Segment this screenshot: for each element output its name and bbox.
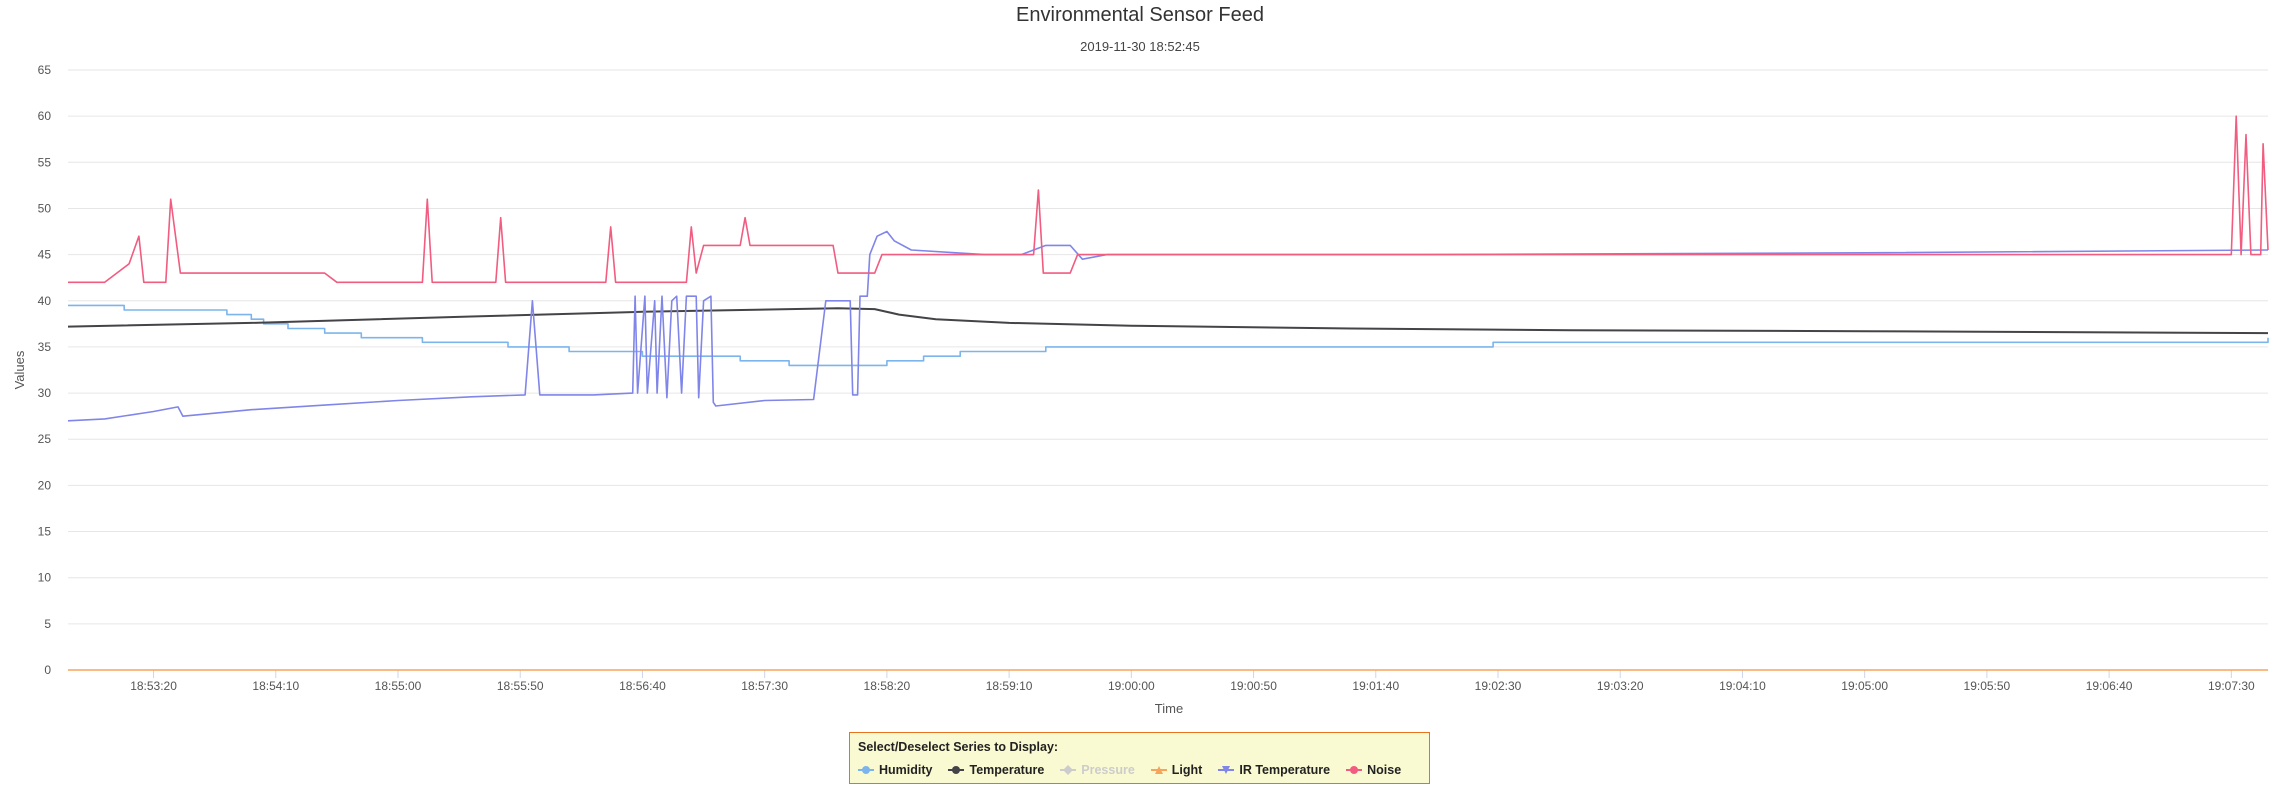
legend-title: Select/Deselect Series to Display:: [858, 740, 1059, 754]
series-lines: [67, 115, 2269, 671]
y-tick-label: 35: [38, 340, 52, 354]
y-tick-label: 40: [38, 294, 52, 308]
x-axis-label: Time: [1155, 701, 1183, 716]
axis-ticks: 0 5 10 15 20 25 30 35 40 45 50 55 60 65 18:53:20 18:54:…: [38, 63, 2268, 693]
y-tick-label: 15: [38, 525, 52, 539]
x-tick-label: 19:06:40: [2086, 679, 2133, 693]
x-tick-label: 18:56:40: [619, 679, 666, 693]
legend-item-ir-temperature[interactable]: IR Temperature: [1218, 763, 1330, 777]
x-tick-label: 18:55:00: [375, 679, 422, 693]
y-tick-label: 5: [44, 617, 51, 631]
series-line-ir-temperature: [67, 230, 2269, 422]
x-tick-label: 19:07:30: [2208, 679, 2255, 693]
y-tick-label: 30: [38, 386, 52, 400]
x-tick-label: 19:01:40: [1352, 679, 1399, 693]
legend-item-pressure[interactable]: Pressure: [1060, 763, 1135, 777]
series-line-temperature: [67, 307, 2269, 335]
legend-marker-icon: [1060, 765, 1077, 775]
legend-item-humidity[interactable]: Humidity: [858, 763, 932, 777]
legend-item-label: Light: [1171, 763, 1203, 777]
y-tick-label: 55: [38, 155, 52, 169]
series-line-noise: [68, 115, 2269, 284]
legend-marker-icon: [948, 766, 965, 774]
legend: Select/Deselect Series to Display: Humid…: [849, 732, 1430, 784]
x-tick-label: 18:53:20: [130, 679, 177, 693]
y-tick-label: 25: [38, 432, 52, 446]
x-tick-label: 19:03:20: [1597, 679, 1644, 693]
legend-marker-icon: [1346, 766, 1363, 774]
y-tick-label: 65: [38, 63, 52, 77]
y-tick-label: 0: [44, 663, 51, 677]
chart-title: Environmental Sensor Feed: [1016, 4, 1264, 26]
x-tick-label: 19:02:30: [1475, 679, 1522, 693]
grid-lines: [68, 69, 2268, 671]
x-tick-label: 18:58:20: [864, 679, 911, 693]
legend-marker-icon: [1150, 766, 1167, 774]
legend-item-light[interactable]: Light: [1150, 763, 1203, 777]
y-tick-label: 60: [38, 109, 52, 123]
y-axis-label: Values: [12, 350, 27, 389]
legend-marker-icon: [858, 766, 874, 774]
legend-item-label: Pressure: [1081, 763, 1135, 777]
legend-marker-icon: [1218, 766, 1235, 774]
legend-item-label: IR Temperature: [1239, 763, 1331, 777]
x-tick-label: 18:54:10: [252, 679, 299, 693]
x-tick-label: 19:00:00: [1108, 679, 1155, 693]
x-tick-label: 18:55:50: [497, 679, 544, 693]
chart-plot: 0 5 10 15 20 25 30 35 40 45 50 55 60 65 18:53:20 18:54:…: [12, 63, 2269, 716]
legend-item-label: Temperature: [969, 763, 1045, 777]
x-tick-label: 19:05:50: [1964, 679, 2011, 693]
y-tick-label: 45: [38, 248, 52, 262]
legend-item-noise[interactable]: Noise: [1346, 763, 1401, 777]
chart-subtitle: 2019-11-30 18:52:45: [1080, 39, 1200, 54]
y-tick-label: 50: [38, 201, 52, 215]
legend-item-temperature[interactable]: Temperature: [948, 763, 1044, 777]
x-tick-label: 19:00:50: [1230, 679, 1277, 693]
legend-item-label: Noise: [1367, 763, 1402, 777]
legend-item-label: Humidity: [879, 763, 933, 777]
y-tick-label: 10: [38, 571, 52, 585]
series-line-humidity: [68, 304, 2269, 367]
y-tick-label: 20: [38, 478, 52, 492]
x-tick-label: 18:59:10: [986, 679, 1033, 693]
x-tick-label: 19:05:00: [1841, 679, 1888, 693]
x-tick-label: 18:57:30: [741, 679, 788, 693]
x-tick-label: 19:04:10: [1719, 679, 1766, 693]
legend-items: Humidity Temperature Pressure Light IR Tempe…: [858, 763, 1417, 777]
